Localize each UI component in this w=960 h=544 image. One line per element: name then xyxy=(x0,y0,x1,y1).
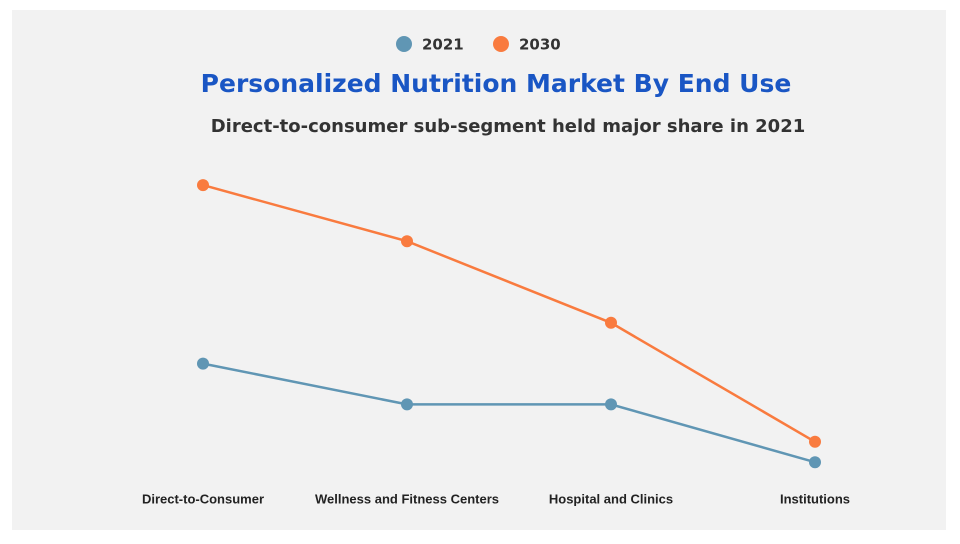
data-point xyxy=(605,398,617,411)
chart-subtitle: Direct-to-consumer sub-segment held majo… xyxy=(211,116,806,137)
legend-label: 2030 xyxy=(519,36,561,54)
series-line xyxy=(202,183,816,443)
series-line xyxy=(202,362,816,464)
legend-label: 2021 xyxy=(422,36,464,54)
data-point xyxy=(809,456,821,469)
data-point xyxy=(401,398,413,411)
data-point xyxy=(197,357,209,370)
x-tick-label: Institutions xyxy=(780,491,850,506)
chart-title: Personalized Nutrition Market By End Use xyxy=(201,69,792,98)
data-point xyxy=(401,235,413,248)
data-point xyxy=(605,316,617,329)
x-tick-label: Direct-to-Consumer xyxy=(142,491,264,506)
x-tick-label: Hospital and Clinics xyxy=(549,491,673,506)
data-point xyxy=(809,435,821,448)
data-point xyxy=(197,179,209,192)
legend-marker xyxy=(396,36,412,52)
legend-marker xyxy=(493,36,509,52)
x-tick-label: Wellness and Fitness Centers xyxy=(315,491,499,506)
